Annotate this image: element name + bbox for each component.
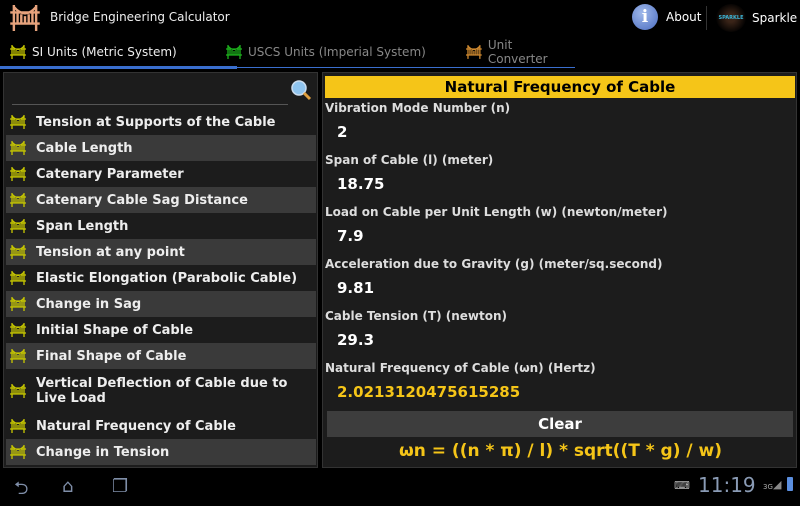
- divider: [706, 6, 707, 30]
- search-icon[interactable]: [290, 79, 312, 101]
- bridge-icon: [10, 384, 26, 398]
- field-label: Load on Cable per Unit Length (w) (newto…: [325, 205, 668, 219]
- field-input[interactable]: 18.75: [337, 175, 385, 193]
- tab-label: Unit Converter: [487, 38, 548, 66]
- title-bar: Bridge Engineering Calculator i About SP…: [0, 0, 800, 36]
- sparkle-logo-icon: SPARKLE: [716, 4, 746, 32]
- bridge-icon: [226, 45, 242, 59]
- list-item[interactable]: Change in Tension: [6, 439, 316, 465]
- back-icon[interactable]: ⮌: [14, 478, 29, 499]
- field-input[interactable]: 7.9: [337, 227, 364, 245]
- app-title: Bridge Engineering Calculator: [50, 10, 230, 24]
- list-item[interactable]: Vertical Deflection of Cable due to Live…: [6, 369, 316, 413]
- bridge-icon: [10, 445, 26, 459]
- search-input[interactable]: [12, 81, 288, 103]
- bridge-icon: [10, 297, 26, 311]
- field-label: Span of Cable (l) (meter): [325, 153, 494, 167]
- list-item-label: Tension at any point: [36, 244, 185, 260]
- network-type: 3G: [763, 483, 773, 491]
- field-input[interactable]: 9.81: [337, 279, 375, 297]
- field-label: Vibration Mode Number (n): [325, 101, 511, 115]
- calculator-panel: Natural Frequency of Cable Vibration Mod…: [322, 72, 797, 468]
- bridge-icon: [10, 323, 26, 337]
- list-item[interactable]: Cable Length: [6, 135, 316, 161]
- bridge-icon: [10, 271, 26, 285]
- list-item-label: Vertical Deflection of Cable due to Live…: [36, 376, 288, 406]
- keyboard-icon: ⌨: [674, 479, 690, 492]
- bridge-icon: [10, 245, 26, 259]
- list-item[interactable]: Change in Sag: [6, 291, 316, 317]
- clear-button[interactable]: Clear: [327, 411, 793, 437]
- battery-icon: [787, 477, 793, 491]
- list-item-label: Elastic Elongation (Parabolic Cable): [36, 270, 298, 286]
- list-item[interactable]: Initial Shape of Cable: [6, 317, 316, 343]
- list-item-label: Natural Frequency of Cable: [36, 418, 236, 434]
- about-button[interactable]: i About: [632, 4, 701, 30]
- list-item[interactable]: Span Length: [6, 213, 316, 239]
- list-item-label: Tension at Supports of the Cable: [36, 114, 276, 130]
- tab-uscs-units[interactable]: USCS Units (Imperial System): [226, 36, 426, 68]
- bridge-icon: [10, 115, 26, 129]
- field-input[interactable]: 29.3: [337, 331, 375, 349]
- search-underline: [12, 104, 288, 105]
- list-item-label: Initial Shape of Cable: [36, 322, 194, 338]
- sparkle-button[interactable]: SPARKLE Sparkle: [716, 4, 797, 32]
- list-item[interactable]: Tension at Supports of the Cable: [6, 109, 316, 135]
- about-label: About: [666, 10, 702, 24]
- bridge-icon: [10, 349, 26, 363]
- bridge-icon: [10, 167, 26, 181]
- list-item[interactable]: Tension at any point: [6, 239, 316, 265]
- formula: ωn = ((n * π) / l) * sqrt((T * g) / w): [398, 441, 723, 461]
- field-label: Acceleration due to Gravity (g) (meter/s…: [325, 257, 663, 271]
- field-label: Cable Tension (T) (newton): [325, 309, 508, 323]
- list-item[interactable]: Final Shape of Cable: [6, 343, 316, 369]
- list-item-label: Cable Length: [36, 140, 133, 156]
- bridge-icon: [10, 419, 26, 433]
- list-item[interactable]: Catenary Parameter: [6, 161, 316, 187]
- result-value: 2.0213120475615285: [337, 383, 521, 401]
- tab-bar: SI Units (Metric System) USCS Units (Imp…: [0, 36, 575, 69]
- home-icon[interactable]: ⌂: [62, 476, 74, 497]
- list-item-label: Span Length: [36, 218, 129, 234]
- list-item[interactable]: Elastic Elongation (Parabolic Cable): [6, 265, 316, 291]
- list-item-label: Change in Sag: [36, 296, 142, 312]
- bridge-icon: [10, 219, 26, 233]
- recent-apps-icon[interactable]: ❐: [112, 476, 129, 497]
- tab-label: USCS Units (Imperial System): [248, 45, 426, 59]
- calculator-title: Natural Frequency of Cable: [325, 76, 795, 98]
- tab-unit-converter[interactable]: Unit Converter: [466, 36, 575, 68]
- calculation-list-panel: Tension at Supports of the Cable Cable Le…: [3, 72, 318, 468]
- bridge-icon: [466, 45, 482, 59]
- result-label: Natural Frequency of Cable (ωn) (Hertz): [325, 361, 596, 375]
- signal-icon: ◢: [773, 478, 782, 491]
- list-item[interactable]: Catenary Cable Sag Distance: [6, 187, 316, 213]
- list-item-label: Final Shape of Cable: [36, 348, 187, 364]
- tab-si-units[interactable]: SI Units (Metric System): [0, 36, 237, 69]
- bridge-app-icon: [10, 5, 40, 31]
- list-item-label: Catenary Parameter: [36, 166, 184, 182]
- bridge-icon: [10, 45, 26, 59]
- tab-label: SI Units (Metric System): [32, 45, 177, 59]
- field-input[interactable]: 2: [337, 123, 348, 141]
- list-item-label: Change in Tension: [36, 444, 170, 460]
- bridge-icon: [10, 141, 26, 155]
- clock: 11:19: [698, 473, 756, 497]
- list-item-label: Catenary Cable Sag Distance: [36, 192, 248, 208]
- list-item[interactable]: Natural Frequency of Cable: [6, 413, 316, 439]
- bridge-icon: [10, 193, 26, 207]
- system-bar: ⮌ ⌂ ❐ ⌨ 11:19 3G ◢: [0, 470, 800, 500]
- sparkle-label: Sparkle: [752, 11, 798, 25]
- info-icon: i: [632, 4, 658, 30]
